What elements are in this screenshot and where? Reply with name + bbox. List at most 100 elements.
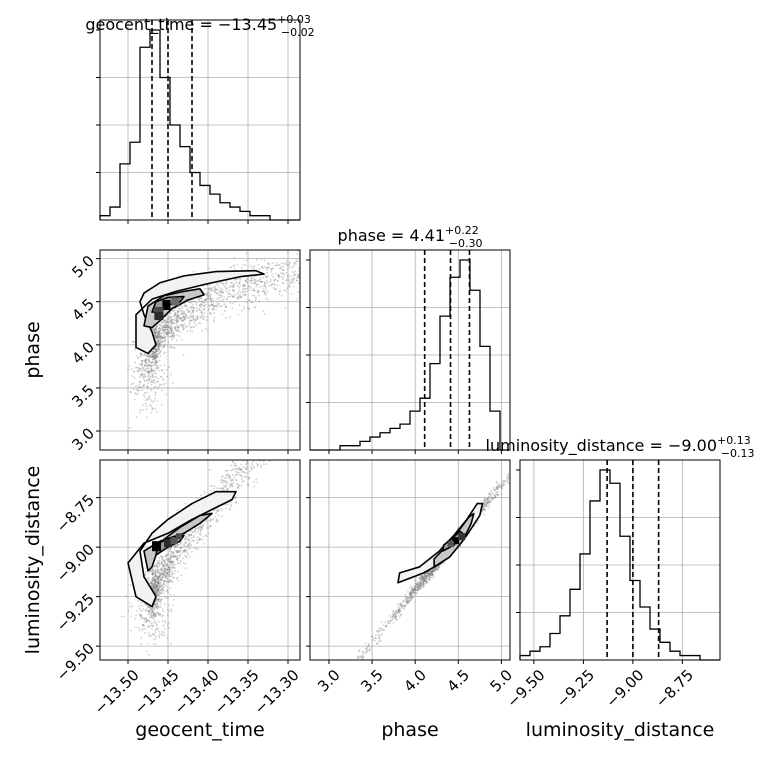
sample-point bbox=[407, 600, 410, 603]
sample-point bbox=[258, 299, 261, 302]
sample-point bbox=[423, 579, 426, 582]
sample-point bbox=[165, 571, 168, 574]
sample-point bbox=[140, 643, 142, 645]
sample-point bbox=[250, 469, 253, 471]
sample-point bbox=[153, 589, 156, 591]
sample-point bbox=[166, 331, 169, 334]
sample-point bbox=[173, 572, 176, 575]
sample-point bbox=[159, 330, 161, 333]
sample-point bbox=[148, 364, 151, 367]
sample-point bbox=[207, 289, 210, 292]
sample-point bbox=[169, 575, 172, 578]
sample-point bbox=[172, 332, 175, 335]
sample-point bbox=[135, 384, 137, 387]
sample-point bbox=[151, 407, 154, 410]
sample-point bbox=[164, 319, 167, 322]
sample-point bbox=[163, 343, 166, 346]
sample-point bbox=[156, 590, 159, 593]
sample-point bbox=[154, 580, 156, 583]
sample-point bbox=[157, 340, 160, 343]
sample-point bbox=[229, 316, 232, 318]
sample-point bbox=[240, 484, 243, 487]
sample-point bbox=[501, 487, 504, 490]
sample-point bbox=[129, 584, 132, 587]
sample-point bbox=[140, 360, 143, 362]
sample-point bbox=[269, 280, 272, 283]
sample-point bbox=[165, 332, 168, 335]
sample-point bbox=[152, 350, 155, 353]
sample-point bbox=[154, 629, 157, 632]
sample-point bbox=[233, 257, 236, 259]
sample-point bbox=[263, 285, 266, 288]
sample-point bbox=[158, 341, 161, 344]
sample-point bbox=[365, 647, 368, 649]
sample-point bbox=[173, 563, 175, 566]
sample-point bbox=[173, 326, 176, 328]
sample-point bbox=[230, 294, 233, 296]
sample-point bbox=[157, 386, 160, 389]
sample-point bbox=[193, 535, 195, 537]
sample-point bbox=[163, 586, 166, 588]
sample-point bbox=[155, 348, 158, 351]
sample-point bbox=[157, 345, 160, 348]
sample-point bbox=[155, 336, 158, 338]
sample-point bbox=[422, 583, 425, 586]
sample-point bbox=[155, 606, 157, 609]
sample-point bbox=[230, 501, 232, 503]
sample-point bbox=[203, 304, 205, 307]
sample-point bbox=[147, 609, 149, 612]
sample-point bbox=[155, 366, 158, 369]
sample-point bbox=[377, 631, 380, 633]
sample-point bbox=[182, 544, 185, 547]
sample-point bbox=[158, 345, 161, 348]
sample-point bbox=[171, 338, 174, 341]
sample-point bbox=[398, 611, 401, 614]
sample-point bbox=[148, 620, 151, 623]
sample-point bbox=[209, 297, 212, 300]
sample-point bbox=[144, 359, 146, 362]
sample-point bbox=[260, 266, 263, 269]
sample-point bbox=[288, 274, 291, 277]
sample-point bbox=[152, 584, 155, 587]
sample-point bbox=[188, 534, 190, 537]
sample-point bbox=[151, 365, 154, 368]
sample-point bbox=[151, 370, 154, 373]
sample-point bbox=[163, 346, 165, 348]
sample-point bbox=[422, 578, 425, 581]
sample-point bbox=[154, 358, 157, 361]
sample-point bbox=[141, 370, 144, 372]
sample-point bbox=[214, 515, 217, 518]
sample-point bbox=[168, 567, 171, 570]
sample-point bbox=[410, 592, 413, 595]
sample-point bbox=[170, 327, 173, 330]
sample-point bbox=[152, 584, 154, 587]
sample-point bbox=[155, 328, 158, 331]
sample-point bbox=[502, 480, 505, 483]
sample-point bbox=[169, 547, 172, 550]
sample-point bbox=[145, 359, 148, 362]
sample-point bbox=[422, 579, 425, 582]
sample-point bbox=[420, 575, 423, 578]
sample-point bbox=[219, 282, 221, 284]
sample-point bbox=[209, 283, 212, 286]
sample-point bbox=[153, 613, 155, 616]
sample-point bbox=[196, 317, 199, 320]
sample-point bbox=[416, 587, 419, 590]
sample-point bbox=[175, 558, 178, 561]
sample-point bbox=[164, 326, 167, 329]
sample-point bbox=[155, 589, 158, 592]
sample-point bbox=[218, 294, 221, 297]
sample-point bbox=[145, 620, 148, 623]
sample-point bbox=[241, 475, 243, 478]
sample-point bbox=[154, 354, 157, 357]
sample-point bbox=[213, 487, 215, 490]
sample-point bbox=[422, 585, 425, 588]
sample-point bbox=[507, 474, 510, 477]
sample-point bbox=[174, 326, 177, 328]
sample-point bbox=[412, 590, 415, 593]
sample-point bbox=[200, 306, 203, 309]
sample-point bbox=[161, 585, 164, 588]
sample-point bbox=[413, 586, 416, 589]
sample-point bbox=[147, 398, 150, 401]
sample-point bbox=[145, 650, 148, 653]
